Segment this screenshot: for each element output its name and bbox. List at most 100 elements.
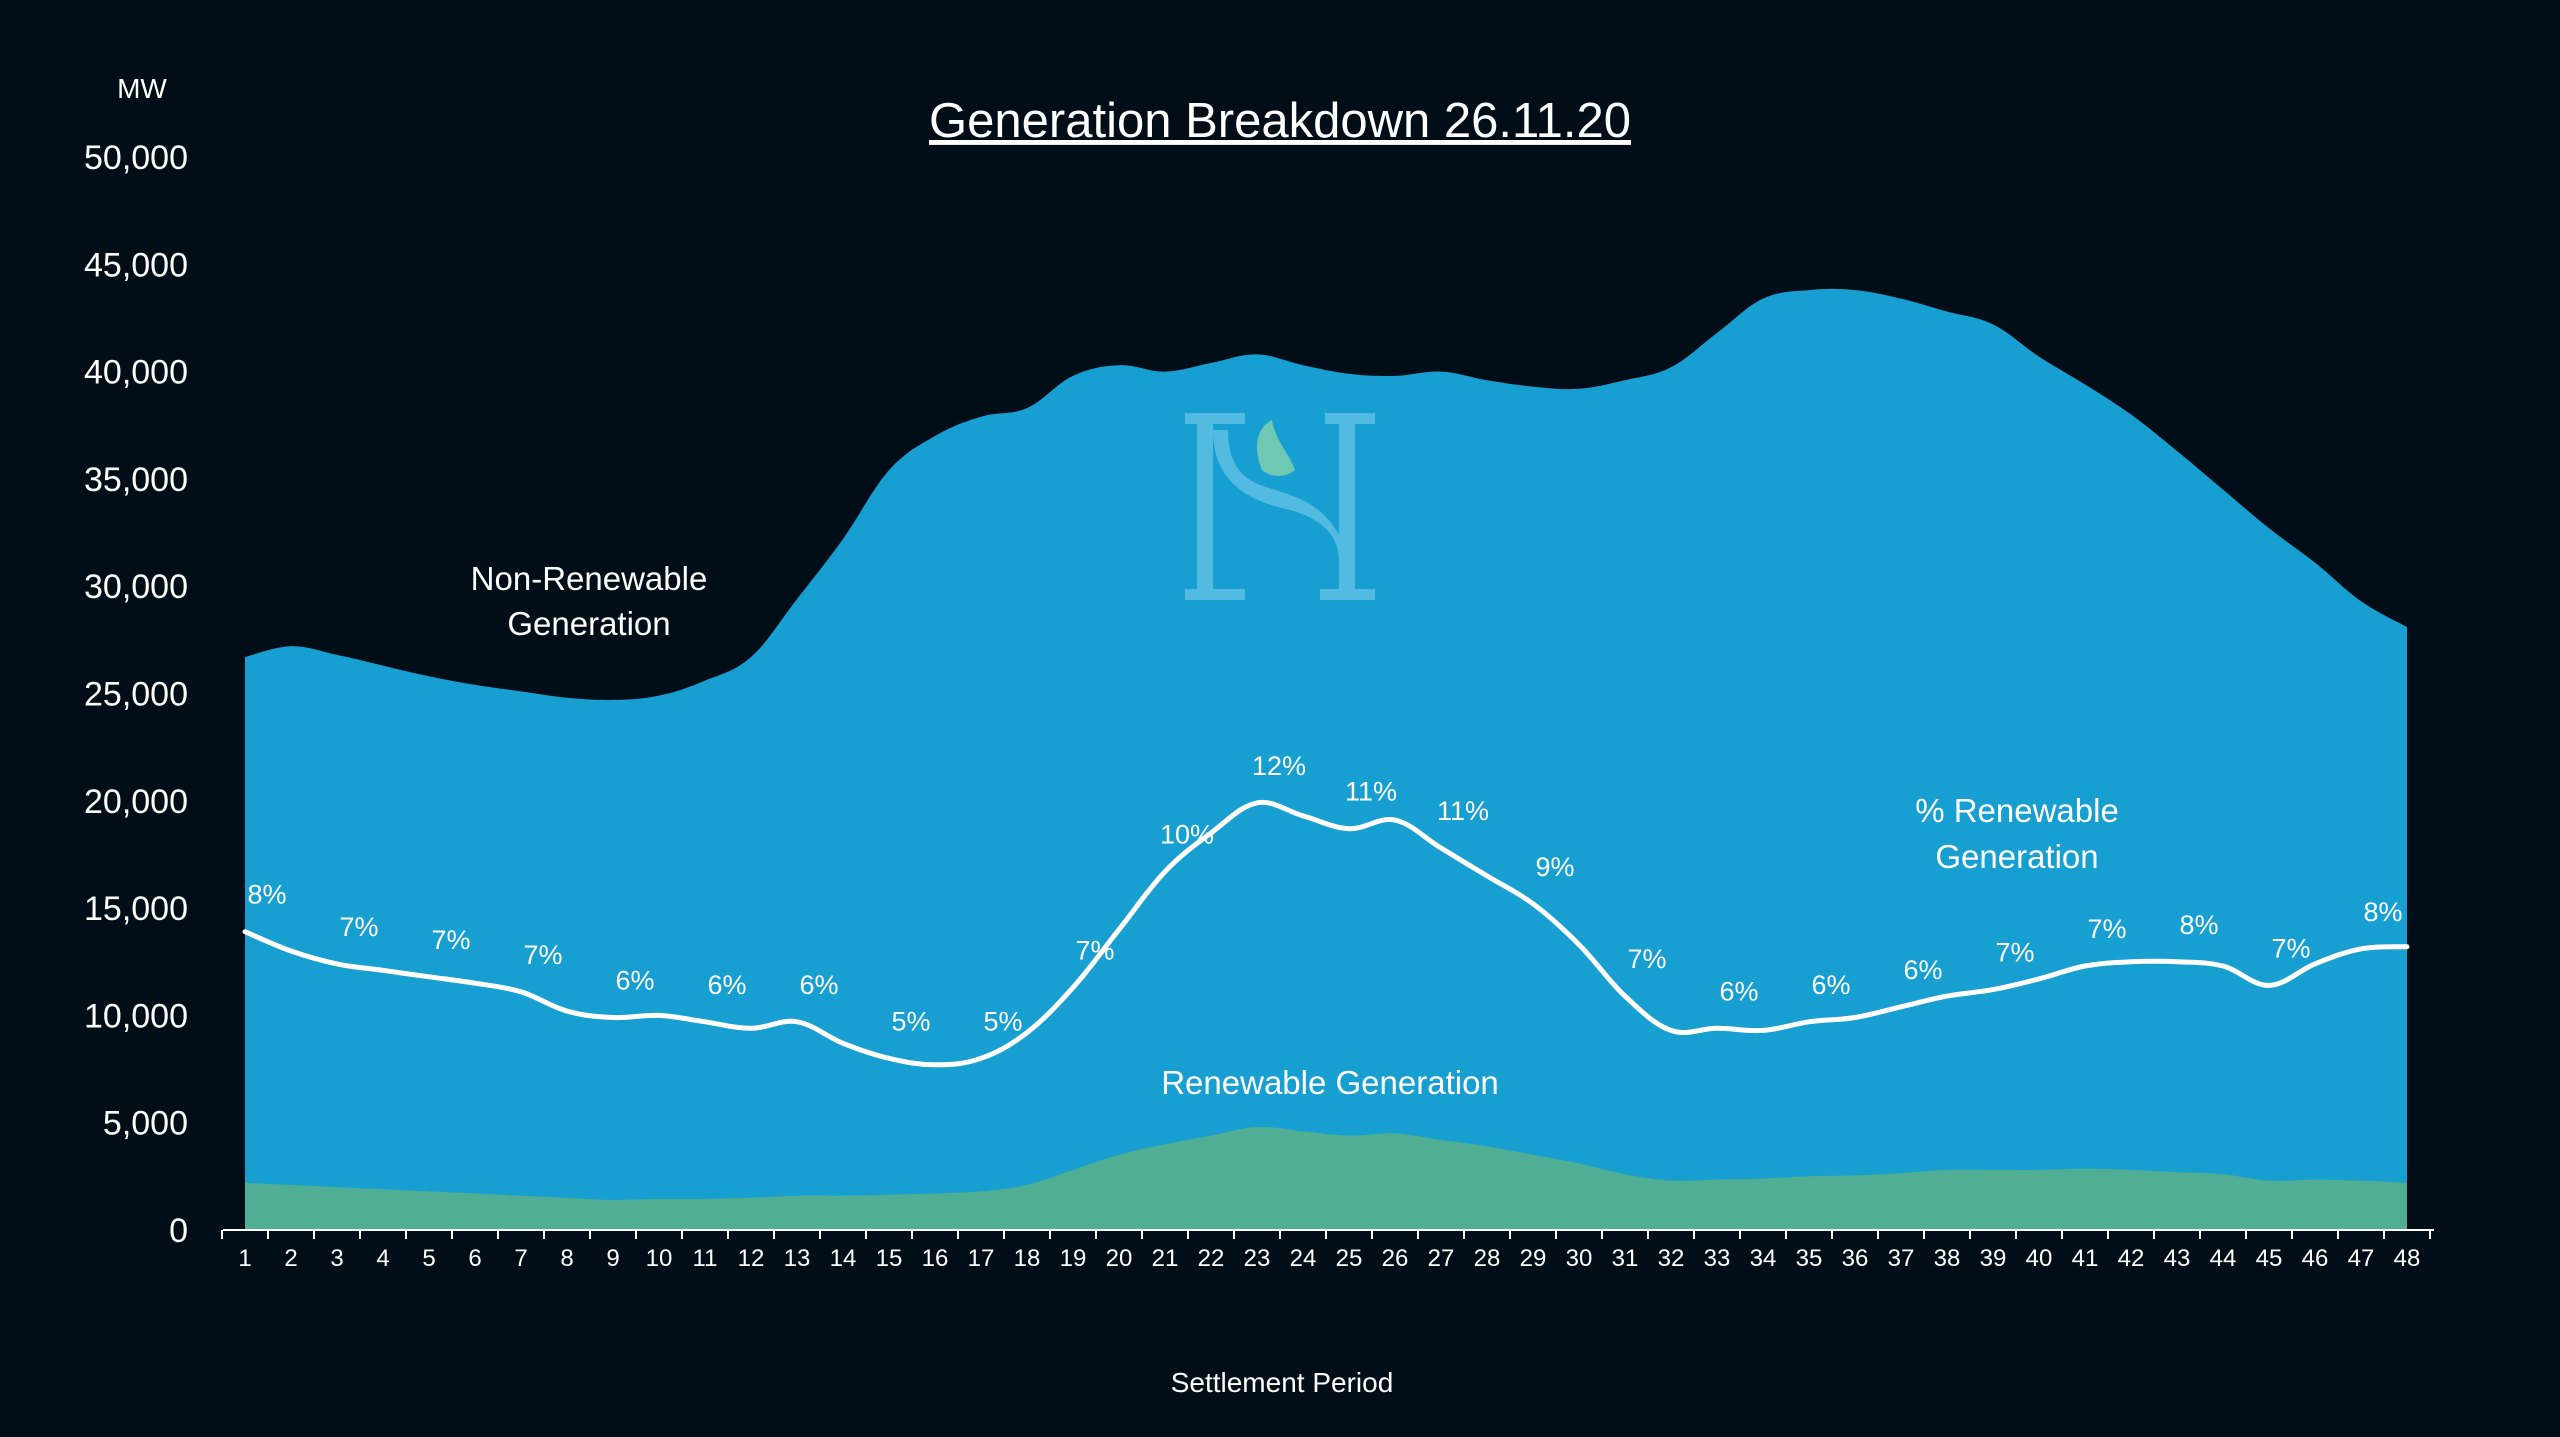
y-tick-label: 50,000	[84, 139, 188, 177]
y-tick-label: 10,000	[84, 997, 188, 1035]
annotation-non-renewable: Non-Renewable	[471, 560, 708, 597]
x-tick-label: 17	[968, 1245, 995, 1272]
logo-leaf	[1256, 420, 1295, 476]
y-tick-label: 0	[169, 1212, 188, 1250]
x-tick-label: 48	[2394, 1245, 2421, 1272]
x-tick-label: 15	[876, 1245, 903, 1272]
x-tick-label: 38	[1934, 1245, 1961, 1272]
x-tick-label: 26	[1382, 1245, 1409, 1272]
percent-data-label: 11%	[1437, 796, 1489, 826]
x-tick-label: 12	[738, 1245, 765, 1272]
x-tick-label: 25	[1336, 1245, 1363, 1272]
x-tick-label: 47	[2348, 1245, 2375, 1272]
x-tick-label: 11	[693, 1245, 718, 1272]
x-tick-label: 31	[1612, 1245, 1639, 1272]
x-tick-label: 46	[2302, 1245, 2329, 1272]
percent-data-label: 9%	[1535, 852, 1574, 882]
logo-part	[1185, 413, 1245, 424]
x-tick-label: 36	[1842, 1245, 1869, 1272]
x-tick-label: 41	[2072, 1245, 2099, 1272]
percent-data-label: 8%	[2179, 910, 2218, 940]
x-tick-label: 39	[1980, 1245, 2007, 1272]
x-tick-label: 33	[1704, 1245, 1731, 1272]
x-tick-label: 28	[1474, 1245, 1501, 1272]
percent-data-label: 7%	[1627, 944, 1666, 974]
y-tick-label: 20,000	[84, 783, 188, 821]
percent-data-label: 6%	[615, 966, 654, 996]
y-tick-label: 45,000	[84, 246, 188, 284]
percent-data-label: 7%	[2271, 933, 2310, 963]
x-tick-label: 14	[830, 1245, 857, 1272]
x-tick-label: 8	[560, 1245, 573, 1272]
x-tick-label: 32	[1658, 1245, 1685, 1272]
x-tick-label: 30	[1566, 1245, 1593, 1272]
y-tick-label: 15,000	[84, 890, 188, 928]
x-tick-label: 21	[1152, 1245, 1179, 1272]
x-tick-label: 29	[1520, 1245, 1547, 1272]
percent-data-label: 6%	[707, 970, 746, 1000]
x-tick-label: 37	[1888, 1245, 1915, 1272]
x-tick-label: 35	[1796, 1245, 1823, 1272]
percent-data-label: 8%	[2363, 897, 2402, 927]
x-tick-label: 10	[646, 1245, 673, 1272]
percent-data-label: 8%	[247, 880, 286, 910]
x-axis-label: Settlement Period	[1171, 1367, 1394, 1398]
y-tick-label: 25,000	[84, 676, 188, 714]
x-tick-label: 44	[2210, 1245, 2237, 1272]
logo-part	[1185, 589, 1245, 600]
non-renewable-area	[245, 288, 2407, 1230]
x-tick-label: 22	[1198, 1245, 1225, 1272]
percent-data-label: 11%	[1345, 777, 1397, 807]
x-tick-label: 19	[1060, 1245, 1087, 1272]
annotation-renewable: Renewable Generation	[1161, 1064, 1499, 1101]
percent-data-label: 10%	[1160, 820, 1214, 850]
x-tick-label: 3	[330, 1245, 343, 1272]
x-tick-label: 27	[1428, 1245, 1455, 1272]
percent-data-label: 12%	[1252, 751, 1306, 781]
percent-data-label: 7%	[339, 912, 378, 942]
annotation-percent-renewable: Generation	[1935, 838, 2098, 875]
percent-data-label: 7%	[2087, 914, 2126, 944]
x-tick-label: 45	[2256, 1245, 2283, 1272]
x-tick-label: 42	[2118, 1245, 2145, 1272]
renewable-area	[245, 1126, 2407, 1230]
y-tick-label: 30,000	[84, 568, 188, 606]
percent-data-label: 7%	[1075, 936, 1114, 966]
logo-curve	[1213, 430, 1339, 560]
x-tick-label: 40	[2026, 1245, 2053, 1272]
x-tick-label: 16	[922, 1245, 949, 1272]
y-tick-label: 35,000	[84, 461, 188, 499]
annotation-non-renewable: Generation	[507, 605, 670, 642]
percent-data-label: 7%	[1995, 938, 2034, 968]
logo-part	[1339, 413, 1355, 600]
y-tick-label: 40,000	[84, 354, 188, 392]
y-tick-label: 5,000	[103, 1105, 188, 1143]
x-tick-label: 1	[238, 1245, 251, 1272]
x-tick-label: 5	[422, 1245, 435, 1272]
x-tick-label: 23	[1244, 1245, 1271, 1272]
x-tick-label: 20	[1106, 1245, 1133, 1272]
percent-data-label: 6%	[1811, 970, 1850, 1000]
hs-logo-icon	[1185, 413, 1375, 600]
annotation-percent-renewable: % Renewable	[1915, 792, 2119, 829]
y-axis-label: MW	[117, 73, 167, 104]
percent-data-label: 5%	[983, 1006, 1022, 1036]
x-tick-label: 6	[468, 1245, 481, 1272]
x-tick-label: 43	[2164, 1245, 2191, 1272]
percent-data-label: 5%	[891, 1006, 930, 1036]
logo-part	[1197, 413, 1213, 600]
percent-data-label: 6%	[1903, 955, 1942, 985]
x-tick-label: 18	[1014, 1245, 1041, 1272]
x-tick-label: 2	[284, 1245, 297, 1272]
x-tick-label: 4	[376, 1245, 389, 1272]
percent-data-label: 7%	[523, 940, 562, 970]
x-tick-label: 13	[784, 1245, 811, 1272]
percent-data-label: 7%	[431, 925, 470, 955]
percent-renewable-line	[242, 799, 2410, 1068]
x-tick-label: 34	[1750, 1245, 1777, 1272]
x-tick-label: 24	[1290, 1245, 1317, 1272]
chart-title: Generation Breakdown 26.11.20	[929, 94, 1631, 148]
x-tick-label: 7	[514, 1245, 527, 1272]
